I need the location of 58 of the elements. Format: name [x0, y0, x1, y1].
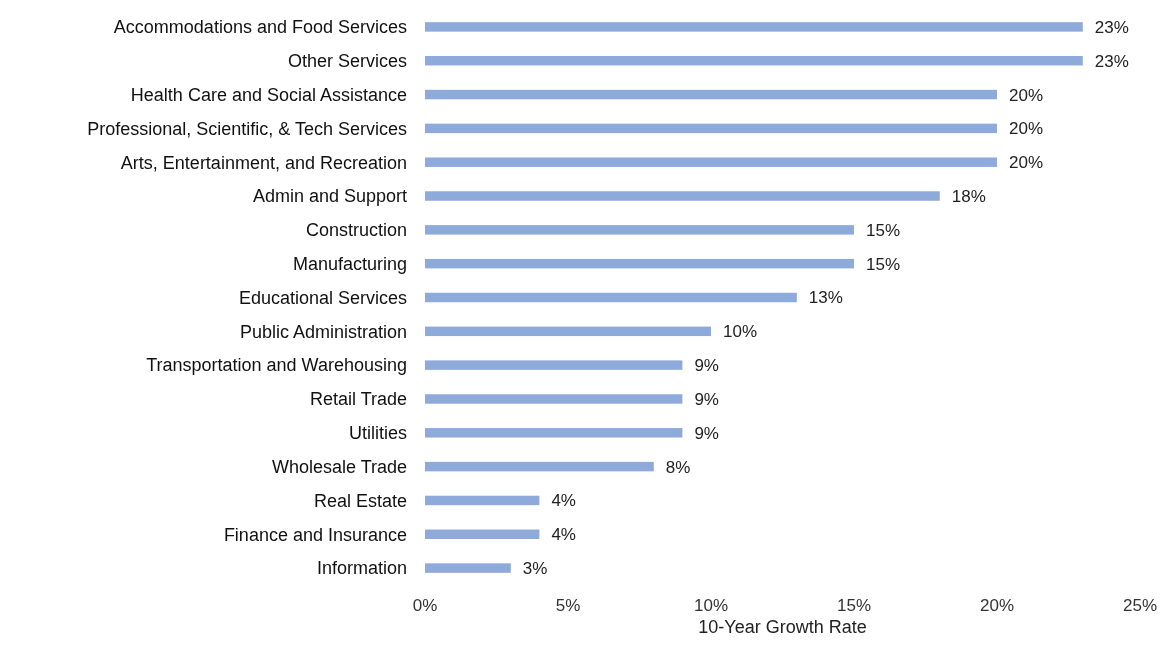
y-tick-label: Retail Trade — [309, 389, 407, 410]
data-label: 20% — [1009, 85, 1044, 105]
data-label: 20% — [1009, 153, 1044, 173]
y-tick-label: Arts, Entertainment, and Recreation — [120, 152, 407, 173]
y-tick-label: Professional, Scientific, & Tech Services — [87, 118, 407, 139]
bar — [425, 326, 711, 337]
data-label: 9% — [694, 356, 719, 376]
x-tick-label: 25% — [1122, 596, 1158, 615]
data-label: 3% — [522, 559, 548, 579]
data-label: 15% — [866, 220, 901, 240]
y-tick-label: Manufacturing — [292, 253, 407, 274]
y-tick-label: Public Administration — [239, 321, 407, 342]
x-axis-title: 10-Year Growth Rate — [698, 617, 867, 637]
x-tick-label: 15% — [836, 596, 872, 615]
bar — [425, 56, 1083, 66]
x-tick-label: 5% — [555, 596, 581, 615]
data-label: 23% — [1094, 17, 1129, 37]
bar — [425, 191, 940, 201]
bar — [425, 123, 997, 134]
bar — [425, 225, 854, 235]
y-tick-label: Utilities — [348, 423, 407, 444]
y-tick-label: Other Services — [287, 51, 407, 72]
y-tick-label: Wholesale Trade — [271, 456, 407, 477]
data-label: 13% — [808, 288, 843, 308]
data-label: 20% — [1009, 119, 1044, 139]
data-label: 9% — [694, 423, 719, 443]
y-tick-label: Transportation and Warehousing — [146, 355, 407, 376]
bar — [425, 461, 654, 472]
y-tick-label: Accommodations and Food Services — [113, 17, 407, 38]
x-tick-label: 10% — [693, 596, 729, 615]
data-label: 15% — [866, 254, 901, 274]
data-label: 8% — [665, 457, 691, 477]
bar — [425, 529, 540, 539]
bar — [425, 258, 854, 269]
data-label: 18% — [951, 186, 986, 206]
data-label: 9% — [694, 389, 719, 409]
bar — [425, 89, 997, 100]
y-tick-label: Health Care and Social Assistance — [130, 84, 407, 105]
y-tick-label: Real Estate — [313, 490, 407, 511]
y-tick-label: Educational Services — [238, 287, 407, 308]
y-tick-label: Finance and Insurance — [223, 524, 407, 545]
y-tick-label: Admin and Support — [252, 186, 407, 207]
x-tick-label: 20% — [979, 596, 1015, 615]
bar — [425, 22, 1083, 32]
bar — [425, 563, 511, 573]
y-tick-label: Information — [316, 558, 407, 579]
x-tick-label: 0% — [412, 596, 438, 615]
data-label: 4% — [551, 525, 576, 545]
bar — [425, 157, 997, 167]
bar — [425, 495, 540, 506]
data-label: 23% — [1094, 51, 1129, 71]
data-label: 10% — [723, 322, 758, 342]
y-tick-label: Construction — [305, 220, 407, 241]
bar — [425, 428, 683, 438]
data-label: 4% — [551, 491, 576, 511]
bar — [425, 292, 797, 303]
bar — [425, 394, 683, 404]
bar — [425, 360, 683, 370]
